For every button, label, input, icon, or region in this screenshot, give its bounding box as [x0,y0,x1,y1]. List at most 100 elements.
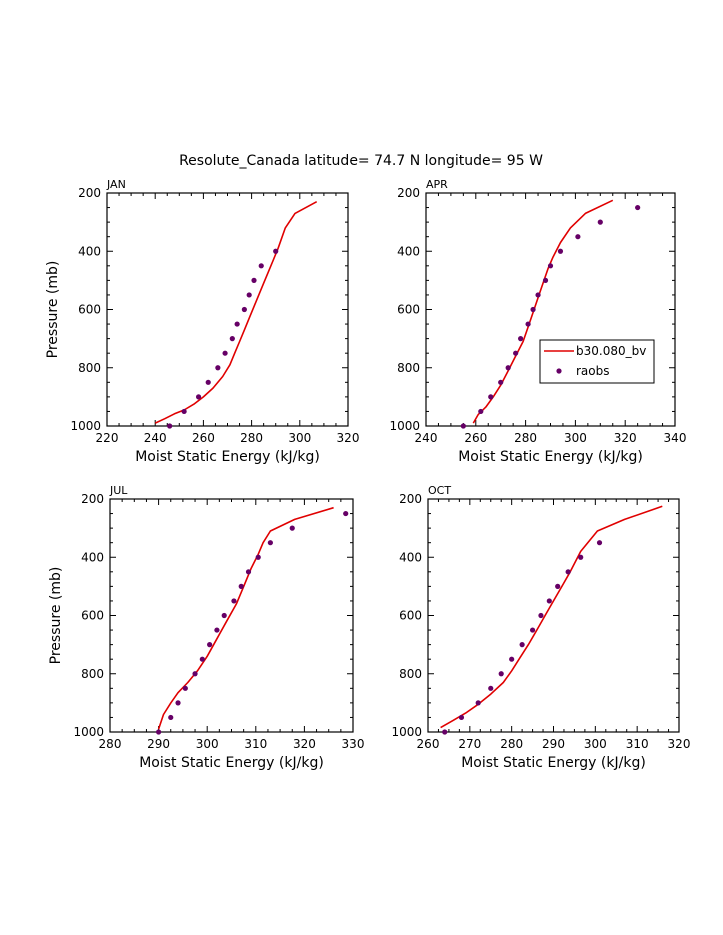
y-tick-label: 1000 [70,419,101,433]
y-tick-label: 600 [81,609,104,623]
raobs-point [557,248,564,254]
raobs-point [498,379,504,385]
plot-frame [109,498,354,733]
panel-label: JAN [106,178,126,191]
model-line [154,200,318,424]
y-tick-label: 200 [399,492,422,506]
x-tick-label: 260 [192,431,215,445]
panel-jan: JAN 220 240 260 280 300 320 200 400 600 800 1000 Moi… [45,178,359,465]
raobs-point [505,365,511,371]
raobs-point [241,306,247,313]
model-line [157,506,334,730]
x-tick-label: 220 [96,431,119,445]
raobs-point [251,277,257,283]
raobs-point [546,598,552,604]
y-tick-label: 600 [78,303,101,317]
raobs-point [222,350,228,356]
raobs-point [192,671,198,677]
x-axis-label: Moist Static Energy (kJ/kg) [135,449,320,465]
x-tick-label: 240 [415,431,438,445]
raobs-point [458,714,465,721]
legend-dot-swatch [556,368,562,374]
raobs-point [538,612,544,619]
raobs-point [530,306,536,313]
raobs-point [519,642,525,648]
y-tick-label: 1000 [73,725,104,739]
x-axis-label: Moist Static Energy (kJ/kg) [458,449,643,465]
raobs-point [214,627,220,633]
x-tick-label: 290 [542,737,565,751]
x-tick-label: 280 [514,431,537,445]
y-tick-label: 200 [81,492,104,506]
x-tick-label: 280 [500,737,523,751]
raobs-point [597,219,603,225]
raobs-point [245,569,252,575]
raobs-point [207,642,213,648]
panel-apr: APR 240 260 280 300 320 340 200 400 600 800 1000 Moi… [389,178,686,465]
raobs-point [509,656,515,662]
y-tick-label: 800 [399,667,422,681]
raobs-point [535,292,541,298]
figure-title: Resolute_Canada latitude= 74.7 N longitu… [179,153,543,169]
raobs-point [635,204,641,211]
raobs-point [578,554,584,560]
y-axis-label: Pressure (mb) [45,261,61,359]
x-tick-label: 300 [564,431,587,445]
raobs-point [547,263,554,269]
model-line [472,199,614,424]
x-tick-label: 320 [668,737,691,751]
legend-box [539,339,655,384]
raobs-point [168,714,174,721]
raobs-point [518,336,524,342]
raobs-point [525,321,531,327]
panel-label: OCT [428,484,451,497]
y-tick-label: 1000 [391,725,422,739]
x-tick-label: 270 [458,737,481,751]
x-tick-label: 290 [147,737,170,751]
raobs-point [195,394,202,400]
raobs-point [575,234,581,240]
x-tick-label: 330 [342,737,365,751]
x-tick-label: 310 [626,737,649,751]
x-tick-label: 300 [288,431,311,445]
raobs-point [238,583,244,589]
plot-frame [106,192,349,427]
y-tick-label: 800 [78,361,101,375]
raobs-point [529,627,536,633]
y-axis-label: Pressure (mb) [48,567,64,665]
raobs-point [231,598,237,604]
x-tick-label: 260 [417,737,440,751]
raobs-point [488,394,494,400]
x-tick-label: 300 [196,737,219,751]
y-tick-label: 1000 [389,419,420,433]
raobs-point [221,612,227,619]
raobs-point [488,685,494,691]
x-tick-label: 260 [464,431,487,445]
raobs-point [234,321,240,327]
y-tick-label: 600 [399,609,422,623]
raobs-point [460,423,466,429]
y-tick-label: 400 [397,244,420,258]
raobs-point [289,525,295,531]
plot-frame [427,498,680,733]
x-axis-label: Moist Static Energy (kJ/kg) [139,755,324,771]
x-axis-label: Moist Static Energy (kJ/kg) [461,755,646,771]
y-tick-label: 400 [399,550,422,564]
x-tick-label: 280 [99,737,122,751]
plot-frame [425,192,676,427]
x-tick-label: 320 [614,431,637,445]
raobs-point [258,263,264,269]
x-tick-label: 300 [584,737,607,751]
raobs-point [246,292,252,298]
x-tick-label: 320 [293,737,316,751]
x-tick-label: 310 [244,737,267,751]
raobs-point [565,569,571,575]
raobs-point [199,656,205,662]
y-tick-label: 800 [397,361,420,375]
y-tick-label: 400 [78,244,101,258]
y-tick-label: 400 [81,550,104,564]
panel-oct: OCT 260 270 280 290 300 310 320 200 400 600 800 1000… [391,484,690,771]
raobs-point [596,540,603,546]
y-tick-label: 200 [397,186,420,200]
